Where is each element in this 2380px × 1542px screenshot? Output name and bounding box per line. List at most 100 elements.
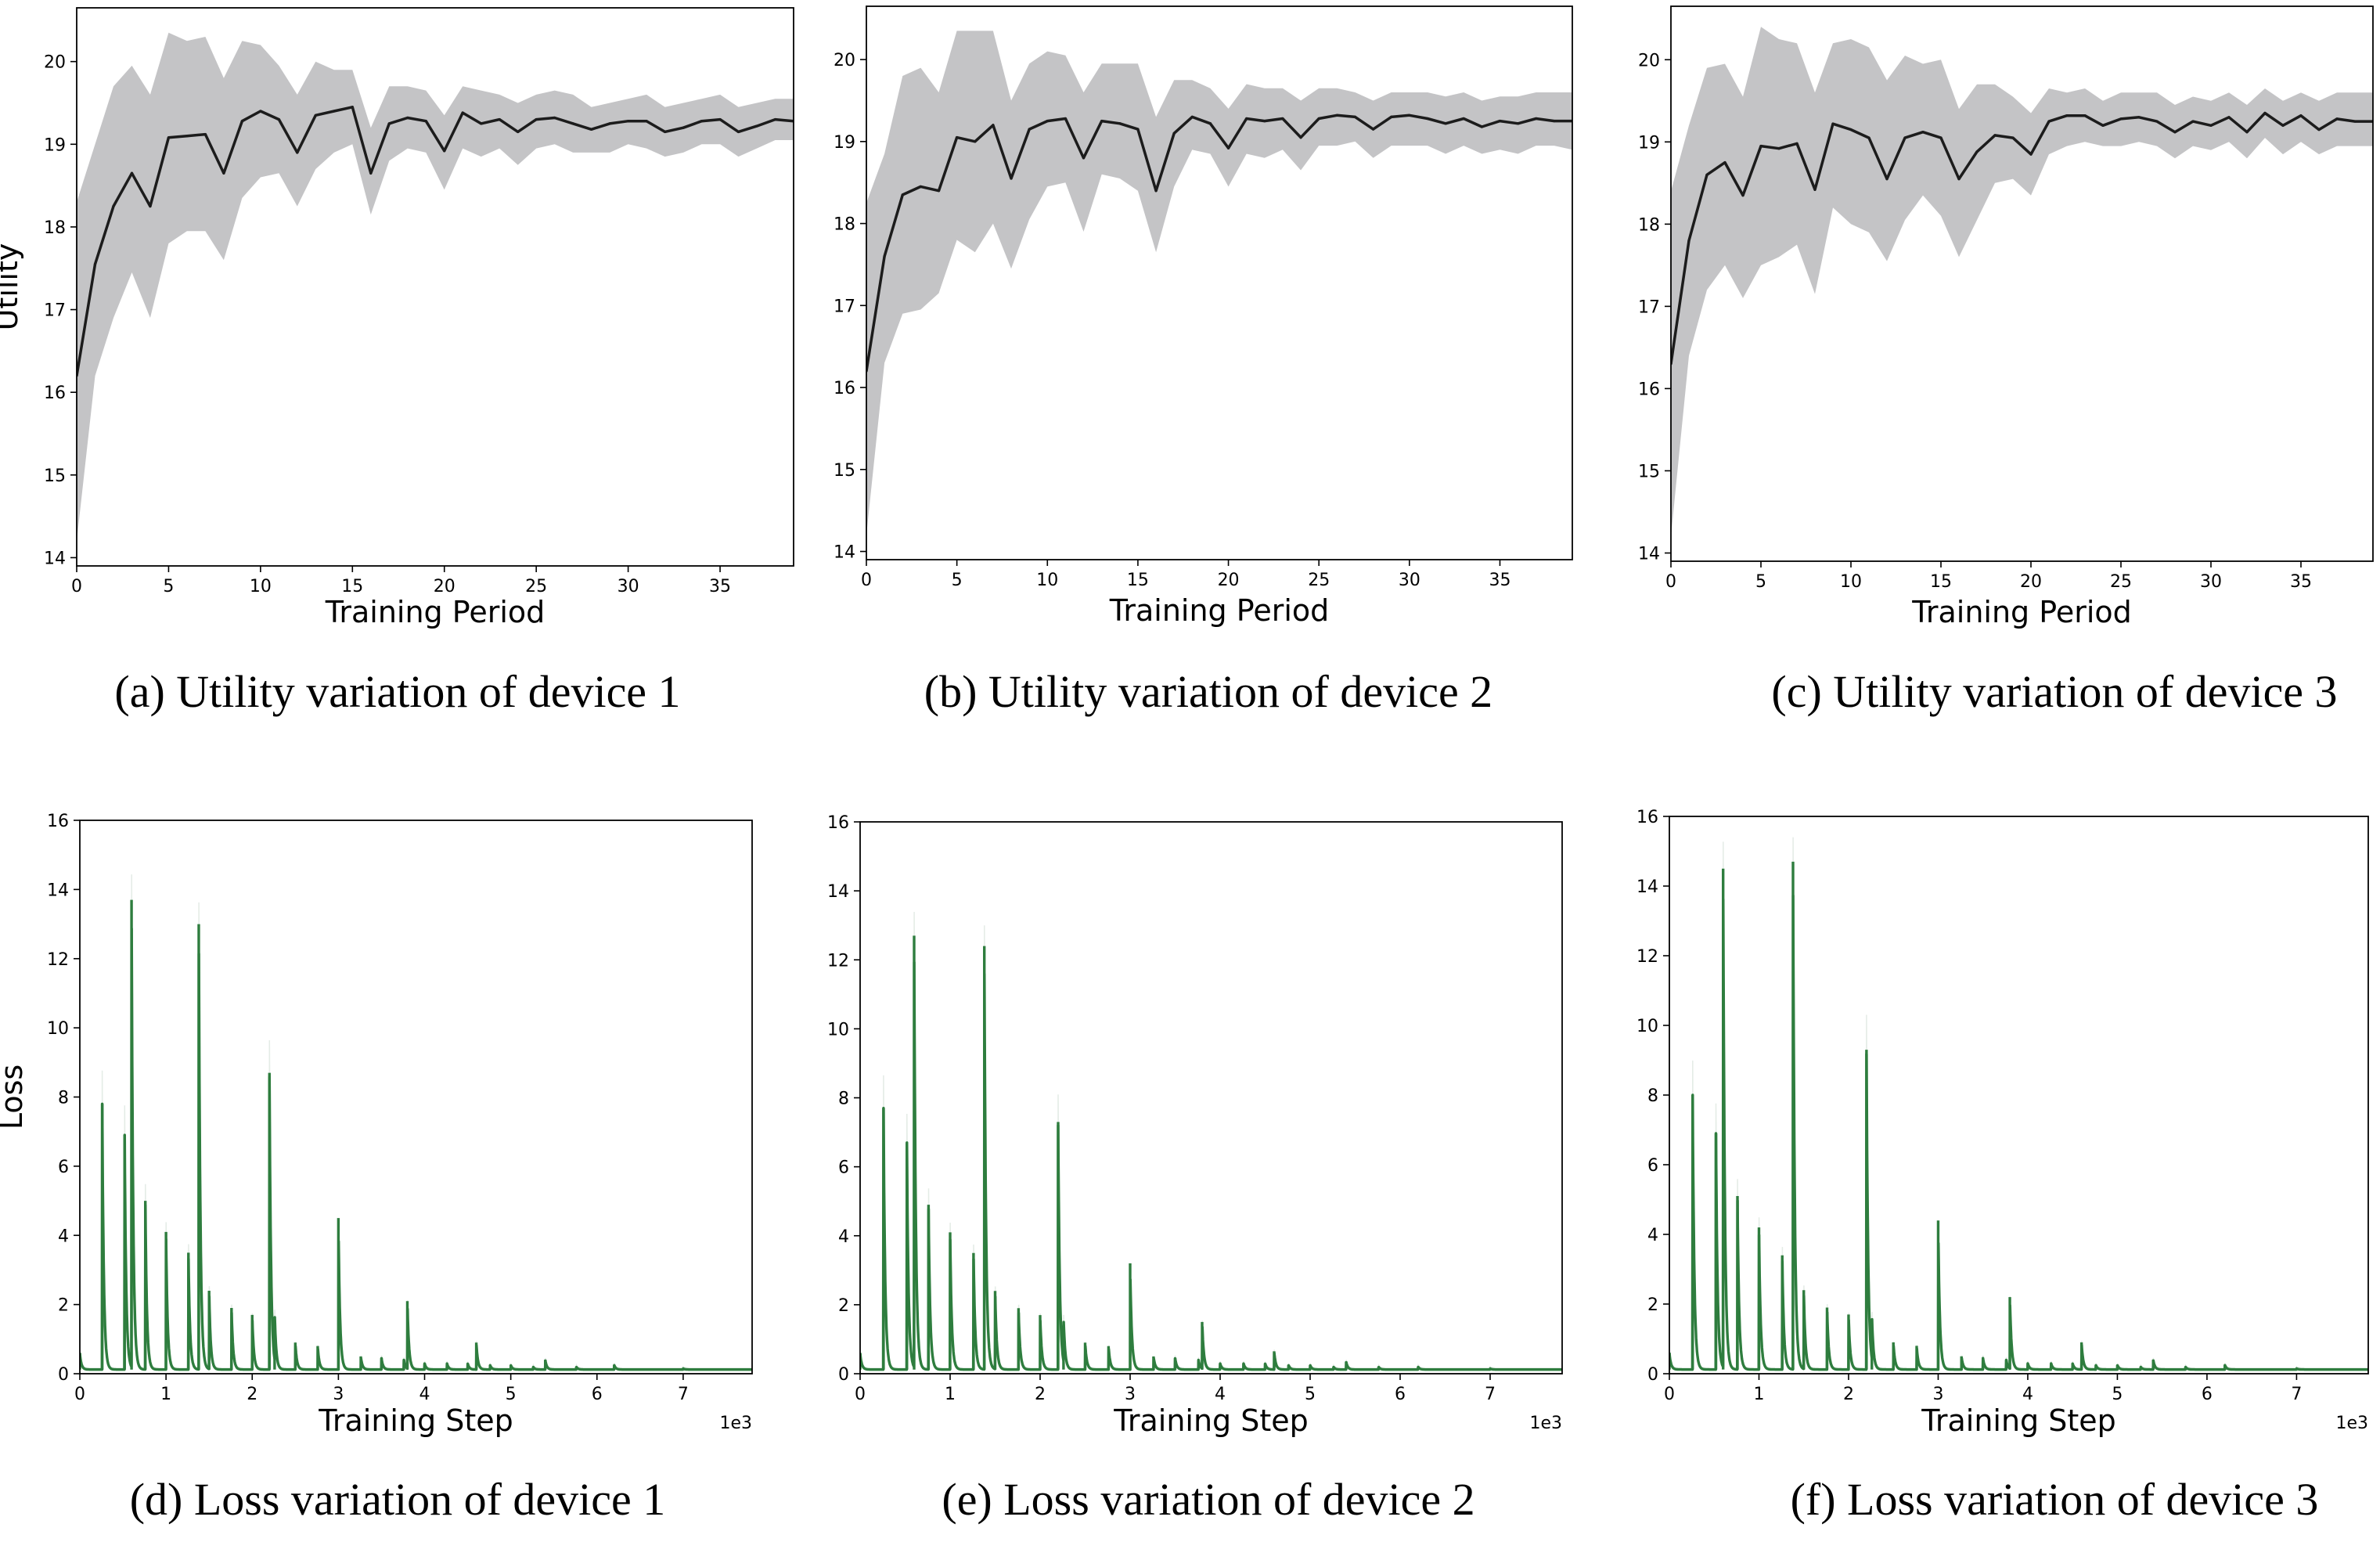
y-tick-label: 14	[47, 881, 69, 900]
data-point	[314, 113, 317, 117]
x-tick-label: 10	[1036, 571, 1058, 590]
data-point	[461, 111, 464, 114]
x-tick-label: 1	[945, 1385, 956, 1404]
x-tick-label: 1	[160, 1385, 171, 1404]
data-point	[1921, 131, 1925, 134]
data-point	[2191, 120, 2195, 123]
y-tick-label: 20	[834, 51, 855, 70]
data-point	[1154, 189, 1158, 193]
data-point	[1885, 177, 1889, 181]
data-point	[1390, 115, 1393, 118]
x-tick-label: 20	[1218, 571, 1240, 590]
data-point	[553, 116, 556, 120]
y-tick-label: 19	[834, 133, 855, 153]
x-tick-label: 2	[247, 1385, 257, 1404]
data-point	[1426, 117, 1429, 121]
data-point	[1064, 117, 1068, 121]
data-point	[1281, 117, 1284, 121]
data-point	[1957, 177, 1961, 181]
data-point	[296, 151, 299, 154]
data-point	[2281, 124, 2285, 127]
axes-frame	[866, 5, 1573, 560]
data-point	[1813, 188, 1817, 191]
data-point	[1687, 239, 1690, 242]
plot-area	[77, 32, 794, 542]
x-tick-label: 2	[1843, 1385, 1854, 1404]
data-point	[663, 130, 667, 134]
y-tick-label: 15	[1638, 462, 1660, 481]
plot-area	[860, 911, 1562, 1371]
y-tick-label: 0	[58, 1365, 69, 1385]
x-tick-label: 0	[1665, 572, 1676, 592]
x-tick-label: 35	[2290, 572, 2312, 592]
data-point	[2047, 120, 2051, 123]
axes-frame	[79, 820, 753, 1374]
y-tick-label: 2	[1647, 1295, 1658, 1315]
data-point	[535, 118, 538, 121]
data-point	[1100, 120, 1104, 123]
data-point	[424, 120, 427, 123]
data-point	[443, 150, 446, 153]
data-point	[992, 124, 995, 127]
variance-band	[866, 31, 1572, 535]
x-tick-label: 10	[250, 577, 272, 596]
x-tick-label: 35	[709, 577, 731, 596]
data-point	[1795, 142, 1799, 146]
data-point	[956, 135, 959, 139]
data-point	[718, 118, 722, 121]
data-point	[222, 171, 225, 175]
data-point	[1975, 150, 1979, 153]
data-point	[571, 122, 574, 125]
y-tick-label: 17	[1638, 297, 1660, 317]
plot-area	[80, 874, 752, 1371]
data-point	[773, 118, 777, 121]
y-tick-label: 16	[44, 384, 66, 403]
data-point	[351, 106, 354, 109]
data-point	[1849, 128, 1853, 132]
x-tick-label: 4	[2022, 1385, 2033, 1404]
y-tick-label: 20	[1638, 51, 1660, 70]
axes-frame	[1670, 5, 2374, 562]
data-point	[682, 126, 685, 129]
data-point	[480, 122, 483, 125]
data-point	[1190, 115, 1194, 118]
x-tick-label: 5	[506, 1385, 517, 1404]
chart-panel-c: 0 5 10 15 20 25 30 35 14 15 16 17 18 19 20 Training Per…	[1638, 5, 2374, 717]
x-tick-label: 0	[71, 577, 82, 596]
x-tick-label: 5	[2112, 1385, 2123, 1404]
y-tick-label: 16	[1638, 380, 1660, 399]
x-tick-label: 3	[333, 1385, 344, 1404]
y-tick-label: 6	[58, 1158, 69, 1177]
data-point	[2245, 131, 2249, 134]
x-tick-label: 5	[163, 577, 174, 596]
y-tick-label: 14	[1638, 544, 1660, 564]
data-point	[1082, 157, 1086, 160]
y-tick-label: 14	[827, 882, 849, 902]
data-point	[1046, 120, 1049, 123]
x-tick-label: 30	[618, 577, 639, 596]
y-tick-label: 4	[1647, 1226, 1658, 1245]
data-point	[2227, 116, 2231, 119]
data-point	[1462, 117, 1465, 121]
loss-spread	[1669, 837, 2368, 1369]
x-tick-label: 20	[434, 577, 455, 596]
data-point	[736, 130, 740, 134]
x-axis-label: Training Step	[1921, 1403, 2116, 1438]
data-point	[1939, 136, 1943, 139]
data-point	[1480, 125, 1483, 128]
data-point	[590, 128, 593, 131]
x-axis-label: Training Period	[1911, 595, 2132, 629]
axes-frame	[1669, 816, 2369, 1374]
x-tick-label: 7	[1485, 1385, 1496, 1404]
data-point	[167, 136, 171, 139]
data-point	[2173, 131, 2177, 134]
data-point	[1208, 122, 1212, 125]
data-point	[1498, 120, 1502, 123]
y-tick-label: 16	[827, 813, 849, 833]
y-tick-label: 14	[44, 549, 66, 568]
y-tick-label: 15	[44, 467, 66, 486]
data-point	[2137, 116, 2141, 119]
x-tick-label: 35	[1489, 571, 1510, 590]
x-tick-label: 5	[1305, 1385, 1316, 1404]
